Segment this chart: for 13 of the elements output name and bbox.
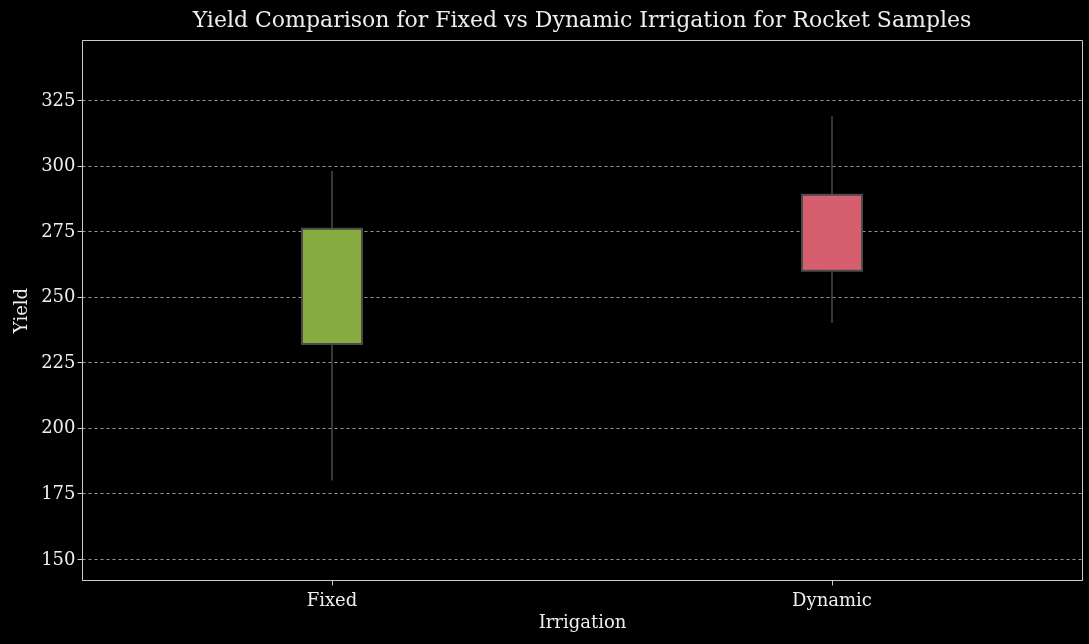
- y-tick-label: 300: [41, 154, 76, 176]
- y-axis-title: Yield: [10, 287, 32, 335]
- y-tick-label: 325: [41, 88, 76, 110]
- y-tick-label: 150: [41, 547, 76, 569]
- y-tick-label: 175: [41, 482, 76, 503]
- x-axis-title: Irrigation: [538, 610, 627, 632]
- x-tick-label: Dynamic: [792, 588, 872, 610]
- y-tick-label: 250: [41, 285, 76, 307]
- y-tick-label: 200: [41, 416, 76, 438]
- chart-title: Yield Comparison for Fixed vs Dynamic Irrigation for Rocket Samples: [191, 7, 972, 32]
- y-tick-label: 225: [41, 350, 76, 372]
- y-tick-label: 275: [41, 219, 76, 241]
- x-tick-label: Fixed: [306, 588, 358, 610]
